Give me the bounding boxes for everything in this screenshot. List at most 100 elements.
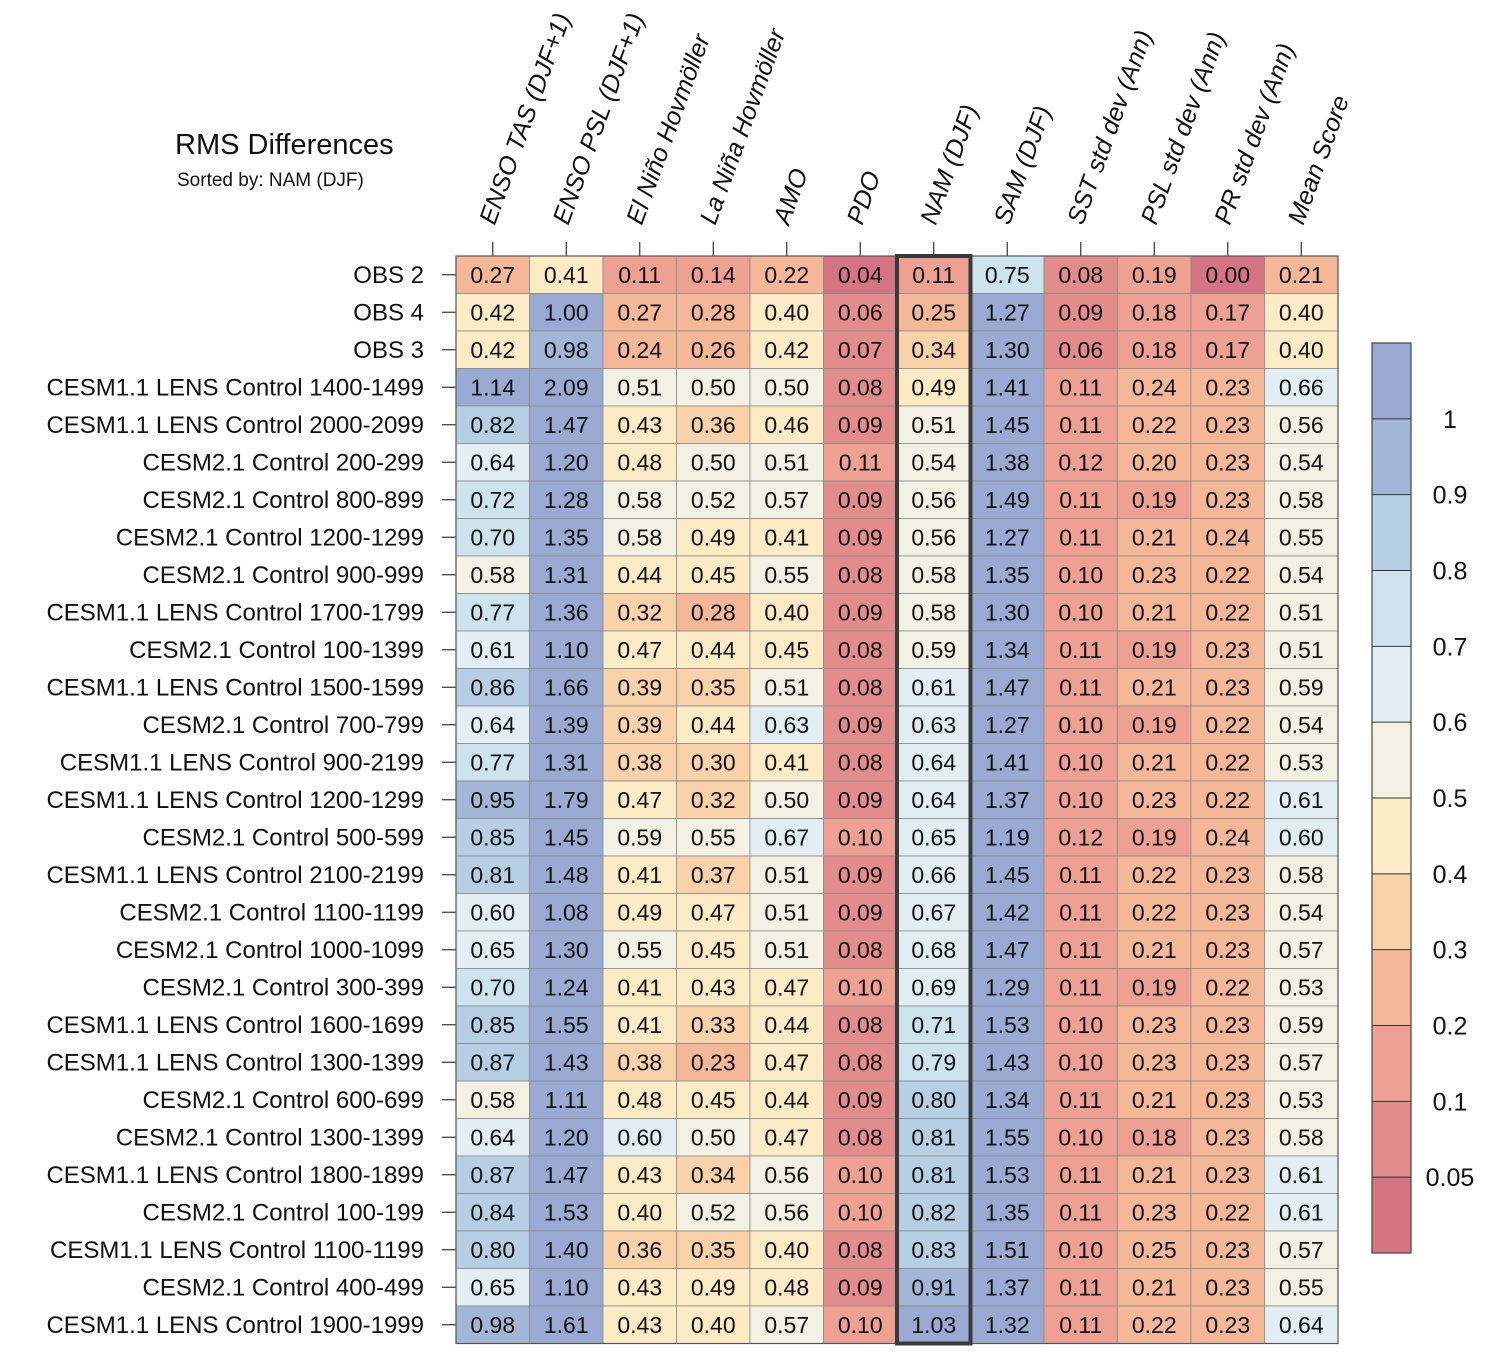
cell-value: 0.58 [470, 562, 515, 588]
cell-value: 1.40 [544, 1237, 589, 1263]
cell-value: 0.23 [1205, 1049, 1250, 1075]
cell-cesm2-1-control-600-699-enso-psl-djf-1 [529, 1080, 604, 1119]
cell-value: 0.51 [617, 374, 662, 400]
colorbar-segment [1372, 1101, 1411, 1178]
cell-value: 0.56 [911, 524, 956, 550]
cell-cesm2-1-control-200-299-el-ni-o-hovm-ller [602, 443, 677, 482]
cell-value: 0.55 [1279, 1274, 1324, 1300]
cell-value: 0.59 [617, 824, 662, 850]
row-label: CESM2.1 Control 800-899 [143, 487, 424, 514]
colorbar-segment [1372, 873, 1411, 950]
cell-value: 1.35 [985, 1199, 1030, 1225]
colorbar-tick-label: 0.1 [1433, 1088, 1468, 1116]
cell-value: 0.24 [1205, 824, 1250, 850]
cell-cesm2-1-control-1200-1299-amo [749, 518, 824, 557]
cell-value: 0.45 [764, 637, 809, 663]
cell-cesm1-1-lens-control-1200-1299-enso-psl-djf-1 [529, 780, 604, 819]
cell-value: 0.44 [691, 712, 736, 738]
colorbar-segment [1372, 570, 1411, 647]
cell-value: 0.11 [1059, 1312, 1102, 1338]
cell-value: 0.19 [1132, 637, 1177, 663]
cell-value: 1.31 [544, 749, 589, 775]
colorbar-segment [1372, 418, 1411, 495]
cell-cesm2-1-control-1300-1399-sam-djf [970, 1118, 1045, 1157]
cell-cesm1-1-lens-control-1600-1699-mean-score [1264, 1005, 1339, 1044]
row-label: CESM2.1 Control 100-199 [143, 1199, 424, 1226]
cell-value: 1.45 [985, 862, 1030, 888]
column-label: SAM (DJF) [989, 102, 1058, 228]
row-label: CESM2.1 Control 1000-1099 [116, 937, 424, 964]
cell-value: 0.11 [1059, 937, 1102, 963]
cell-obs-3-pr-std-dev-ann [1190, 330, 1265, 369]
cell-value: 0.21 [1132, 937, 1177, 963]
cell-value: 0.51 [764, 449, 809, 475]
cell-value: 0.40 [764, 299, 809, 325]
cell-value: 1.47 [544, 1162, 589, 1188]
cell-cesm2-1-control-100-199-la-ni-a-hovm-ller [676, 1193, 751, 1232]
cell-value: 0.06 [1058, 337, 1103, 363]
cell-value: 0.54 [911, 449, 956, 475]
cell-value: 0.30 [691, 749, 736, 775]
cell-value: 0.43 [617, 412, 662, 438]
cell-cesm2-1-control-300-399-enso-psl-djf-1 [529, 968, 604, 1007]
cell-value: 0.67 [911, 899, 956, 925]
cell-cesm1-1-lens-control-1300-1399-sst-std-dev-ann [1043, 1043, 1118, 1082]
cell-value: 0.65 [470, 937, 515, 963]
cell-cesm2-1-control-800-899-sst-std-dev-ann [1043, 480, 1118, 519]
colorbar-segment [1372, 494, 1411, 571]
cell-value: 0.52 [691, 1199, 736, 1225]
cell-obs-2-la-ni-a-hovm-ller [676, 255, 751, 294]
column-label: PR std dev (Ann) [1209, 40, 1300, 228]
row-label: CESM1.1 LENS Control 2100-2199 [46, 862, 424, 889]
cell-value: 1.41 [985, 749, 1030, 775]
cell-value: 0.08 [838, 1237, 883, 1263]
cell-value: 1.37 [985, 1274, 1030, 1300]
cell-obs-3-enso-tas-djf-1 [455, 330, 530, 369]
cell-cesm2-1-control-700-799-psl-std-dev-ann [1117, 705, 1192, 744]
cell-value: 0.23 [1205, 1087, 1250, 1113]
cell-value: 0.54 [1279, 449, 1324, 475]
cell-obs-3-nam-djf [896, 330, 971, 369]
cell-value: 1.28 [544, 487, 589, 513]
cell-value: 0.56 [911, 487, 956, 513]
cell-value: 0.87 [470, 1049, 515, 1075]
cell-value: 0.46 [764, 412, 809, 438]
cell-value: 0.08 [838, 1124, 883, 1150]
cell-value: 0.28 [691, 599, 736, 625]
cell-cesm2-1-control-1000-1099-sam-djf [970, 930, 1045, 969]
cell-value: 1.00 [544, 299, 589, 325]
cell-value: 0.50 [691, 374, 736, 400]
cell-value: 0.81 [911, 1162, 956, 1188]
cell-cesm1-1-lens-control-1700-1799-psl-std-dev-ann [1117, 593, 1192, 632]
cell-obs-4-enso-tas-djf-1 [455, 293, 530, 332]
cell-obs-4-psl-std-dev-ann [1117, 293, 1192, 332]
cell-cesm2-1-control-1300-1399-amo [749, 1118, 824, 1157]
colorbar-tick-label: 0.8 [1433, 558, 1468, 586]
cell-value: 0.51 [764, 937, 809, 963]
cell-value: 0.23 [691, 1049, 736, 1075]
cell-cesm2-1-control-700-799-amo [749, 705, 824, 744]
cell-cesm1-1-lens-control-900-2199-la-ni-a-hovm-ller [676, 743, 751, 782]
cell-value: 0.55 [617, 937, 662, 963]
cell-value: 0.21 [1132, 1162, 1177, 1188]
cell-value: 0.59 [1279, 1012, 1324, 1038]
cell-value: 0.22 [1205, 1199, 1250, 1225]
cell-cesm2-1-control-1300-1399-pdo [823, 1118, 898, 1157]
cell-value: 0.08 [838, 1049, 883, 1075]
colorbar-tick-label: 0.05 [1426, 1164, 1475, 1192]
cell-cesm1-1-lens-control-1500-1599-el-ni-o-hovm-ller [602, 668, 677, 707]
cell-value: 1.53 [985, 1012, 1030, 1038]
cell-value: 0.58 [1279, 862, 1324, 888]
cell-cesm2-1-control-200-299-pr-std-dev-ann [1190, 443, 1265, 482]
cell-cesm2-1-control-900-999-la-ni-a-hovm-ller [676, 555, 751, 594]
cell-obs-4-la-ni-a-hovm-ller [676, 293, 751, 332]
row-label: CESM1.1 LENS Control 1300-1399 [46, 1049, 424, 1076]
cell-cesm2-1-control-900-999-sst-std-dev-ann [1043, 555, 1118, 594]
cell-cesm1-1-lens-control-1400-1499-el-ni-o-hovm-ller [602, 368, 677, 407]
cell-obs-3-la-ni-a-hovm-ller [676, 330, 751, 369]
cell-cesm2-1-control-600-699-pr-std-dev-ann [1190, 1080, 1265, 1119]
cell-cesm2-1-control-800-899-pr-std-dev-ann [1190, 480, 1265, 519]
cell-value: 0.22 [1205, 712, 1250, 738]
cell-cesm2-1-control-1300-1399-enso-tas-djf-1 [455, 1118, 530, 1157]
